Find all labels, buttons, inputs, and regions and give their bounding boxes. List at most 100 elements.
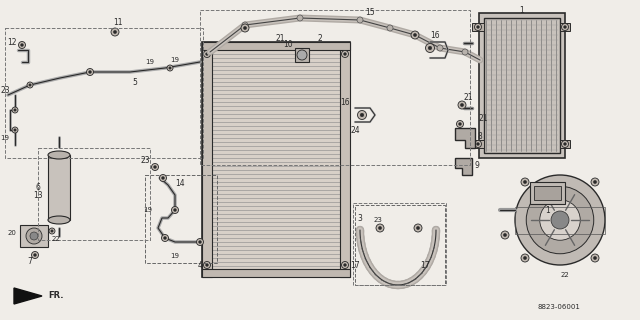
Text: 23: 23 [140,156,150,164]
Circle shape [29,84,31,86]
Text: 4: 4 [198,260,202,269]
Circle shape [51,230,53,232]
Circle shape [360,113,364,117]
Circle shape [205,52,209,55]
Circle shape [521,178,529,186]
Text: 15: 15 [365,7,375,17]
Circle shape [413,33,417,36]
Polygon shape [455,158,472,175]
Circle shape [437,45,443,51]
Text: 3: 3 [358,213,362,222]
Circle shape [412,32,418,38]
Circle shape [167,65,173,71]
Circle shape [27,82,33,88]
Ellipse shape [48,216,70,224]
Bar [472,23,484,31]
Circle shape [12,127,18,133]
Circle shape [561,140,568,148]
Circle shape [524,180,527,184]
Polygon shape [14,288,42,304]
Text: 21: 21 [478,114,488,123]
Circle shape [376,224,384,232]
Circle shape [204,51,211,58]
Bar [340,42,350,277]
Circle shape [342,51,349,58]
Circle shape [242,22,248,28]
Bar [484,18,560,153]
Text: 11: 11 [113,18,123,27]
Bar [534,186,561,200]
Circle shape [459,123,461,125]
Circle shape [426,44,435,52]
Circle shape [88,71,92,73]
Circle shape [243,27,246,30]
Circle shape [428,46,432,50]
Text: 19: 19 [145,59,154,65]
Circle shape [561,23,568,30]
Circle shape [593,180,596,184]
Circle shape [551,211,569,229]
Circle shape [458,101,466,109]
Circle shape [173,209,177,212]
Circle shape [172,206,179,213]
Text: 16: 16 [340,98,350,107]
Circle shape [152,164,159,171]
Circle shape [342,261,349,268]
Circle shape [12,107,18,113]
Circle shape [19,42,26,49]
Circle shape [414,224,422,232]
Bar [472,140,484,148]
Circle shape [524,256,527,260]
Text: 19: 19 [1,135,10,141]
Bar [295,48,309,62]
Bar [200,10,470,165]
Circle shape [20,44,24,46]
Text: FR.: FR. [48,292,63,300]
Circle shape [169,67,172,69]
Text: 8: 8 [477,132,483,140]
Text: 23: 23 [374,217,383,223]
Circle shape [460,103,463,107]
Circle shape [204,261,211,268]
Circle shape [198,241,202,244]
Bar [38,148,150,240]
Text: 13: 13 [33,191,43,200]
Circle shape [14,129,16,131]
Bar [145,175,217,263]
Circle shape [26,228,42,244]
Bar [48,155,70,220]
Text: 16: 16 [430,30,440,39]
Circle shape [526,186,594,254]
Bar [560,140,570,148]
Circle shape [591,254,599,262]
Text: 1: 1 [546,205,550,214]
Text: 5: 5 [132,77,138,86]
Text: 10: 10 [283,39,293,49]
Circle shape [297,50,307,60]
Circle shape [162,177,164,180]
Circle shape [154,166,156,168]
Circle shape [515,175,605,265]
Circle shape [477,143,479,145]
Text: 22: 22 [52,236,61,242]
Bar [355,205,445,285]
Text: 19: 19 [143,207,152,213]
Circle shape [31,252,38,259]
Circle shape [159,174,166,181]
Circle shape [34,254,36,256]
Circle shape [164,236,166,239]
Text: 17: 17 [420,260,430,269]
Circle shape [161,235,168,242]
Text: 19: 19 [170,57,179,63]
Circle shape [540,200,580,240]
Circle shape [358,110,367,119]
Text: 7: 7 [28,258,33,267]
Text: 21: 21 [463,92,473,101]
Text: 14: 14 [175,179,185,188]
Circle shape [591,178,599,186]
Circle shape [241,24,249,32]
Text: 20: 20 [7,230,16,236]
Circle shape [357,17,363,23]
Text: 9: 9 [475,161,479,170]
Bar [530,182,565,204]
